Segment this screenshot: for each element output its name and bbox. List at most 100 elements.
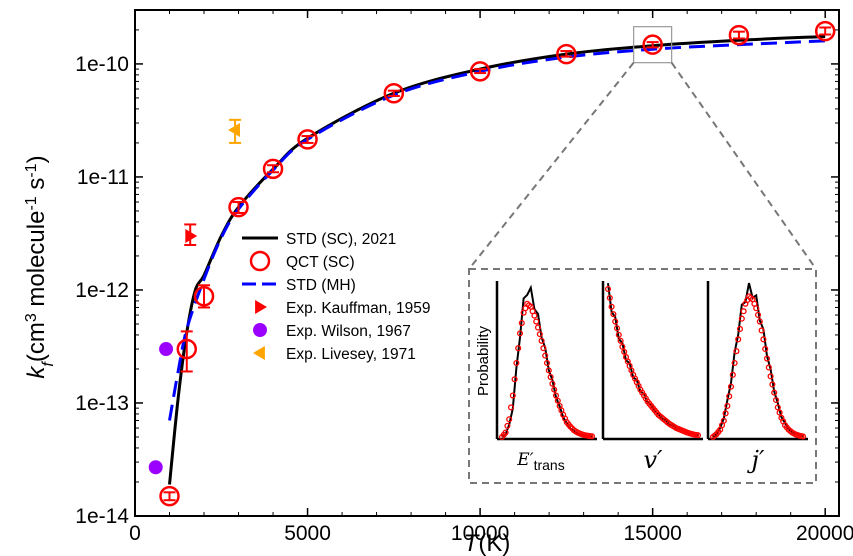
x-tick-label: 5000 bbox=[284, 522, 331, 545]
inset-red-marker bbox=[763, 355, 771, 362]
inset-red-marker bbox=[549, 380, 556, 387]
qct-marker bbox=[469, 61, 491, 82]
inset-red-marker bbox=[538, 337, 545, 344]
y-tick-label: 1e-13 bbox=[75, 392, 129, 415]
qct-marker bbox=[814, 20, 836, 42]
qct-marker bbox=[159, 485, 180, 507]
inset-red-marker bbox=[765, 364, 772, 371]
inset-red-marker bbox=[767, 373, 774, 380]
qct-marker bbox=[383, 83, 405, 104]
qct-marker bbox=[556, 43, 577, 65]
qct-marker bbox=[176, 338, 198, 360]
legend-label: STD (SC), 2021 bbox=[286, 231, 396, 248]
inset-red-marker bbox=[753, 305, 760, 312]
inset-red-marker bbox=[760, 336, 767, 343]
zoom-connector bbox=[468, 62, 635, 270]
inset-red-marker bbox=[617, 337, 624, 344]
inset-red-marker bbox=[735, 336, 742, 343]
inset-red-marker bbox=[772, 396, 780, 404]
x-tick-label: 20000 bbox=[796, 522, 853, 545]
inset-red-marker bbox=[545, 367, 552, 374]
qct-marker bbox=[193, 285, 215, 307]
inset-red-marker bbox=[756, 318, 763, 325]
x-tick-label: 15000 bbox=[623, 522, 681, 545]
inset-red-marker bbox=[511, 376, 518, 383]
legend-label: Exp. Livesey, 1971 bbox=[286, 346, 416, 363]
inset-red-marker bbox=[533, 318, 540, 325]
legend-label: QCT (SC) bbox=[286, 254, 355, 271]
inset-red-marker bbox=[551, 386, 558, 393]
inset-red-marker bbox=[621, 348, 628, 355]
x-tick-label: 10000 bbox=[451, 522, 509, 545]
inset-red-marker bbox=[606, 294, 613, 301]
inset-red-marker bbox=[758, 327, 765, 334]
zoom-connector bbox=[670, 62, 817, 270]
inset-red-marker bbox=[726, 393, 733, 400]
inset-red-marker bbox=[588, 433, 596, 440]
inset-red-marker bbox=[506, 416, 513, 423]
y-tick-label: 1e-14 bbox=[75, 505, 129, 528]
inset-label-etrans: E′trans bbox=[516, 450, 564, 473]
legend-label: STD (MH) bbox=[286, 277, 356, 294]
inset-red-marker bbox=[534, 324, 542, 331]
x-axis-label-text: T(K) bbox=[464, 530, 511, 556]
inset-red-marker bbox=[769, 381, 776, 388]
legend-swatch-wilson bbox=[253, 323, 267, 337]
inset-red-marker bbox=[515, 345, 522, 352]
inset-red-marker bbox=[554, 397, 561, 404]
inset-red-marker bbox=[754, 311, 762, 318]
zoom-box bbox=[633, 26, 673, 64]
inset-red-marker bbox=[738, 315, 745, 322]
legend-label: Exp. Wilson, 1967 bbox=[286, 323, 411, 340]
inset-red-marker bbox=[613, 325, 621, 332]
legend-swatch-exp bbox=[253, 346, 265, 360]
y-tick-label: 1e-10 bbox=[75, 53, 129, 76]
inset-red-marker bbox=[604, 285, 612, 293]
y-tick-label: 1e-12 bbox=[75, 279, 129, 302]
inset-red-marker bbox=[762, 345, 769, 352]
inset-red-marker bbox=[518, 319, 525, 327]
inset-red-marker bbox=[776, 409, 783, 416]
inset-red-marker bbox=[729, 371, 736, 378]
inset-red-marker bbox=[552, 392, 560, 399]
inset-red-marker bbox=[771, 389, 778, 396]
qct-marker bbox=[228, 196, 249, 218]
y-axis-label-text: kf(cm3 molecule-1 s-1) bbox=[23, 155, 57, 378]
inset-red-marker bbox=[608, 303, 615, 310]
exp-marker bbox=[185, 229, 198, 244]
inset-red-marker bbox=[502, 429, 509, 436]
inset-red-marker bbox=[724, 402, 731, 409]
y-tick-label: 1e-11 bbox=[77, 166, 129, 189]
qct-marker bbox=[297, 129, 318, 150]
legend-swatch-exp bbox=[255, 300, 267, 314]
x-tick-label: 0 bbox=[129, 522, 141, 545]
inset-red-marker bbox=[513, 359, 520, 367]
inset-red-marker bbox=[547, 374, 554, 381]
inset-red-marker bbox=[531, 312, 538, 319]
exp-marker bbox=[228, 123, 240, 138]
inset-red-marker bbox=[615, 331, 622, 338]
inset-label-v: v′ bbox=[643, 446, 663, 474]
inset-red-marker bbox=[733, 348, 740, 355]
inset-red-marker bbox=[610, 311, 617, 318]
exp-marker bbox=[148, 460, 163, 475]
inset-red-marker bbox=[536, 331, 543, 338]
inset-red-marker bbox=[540, 345, 547, 352]
inset-red-marker bbox=[736, 325, 744, 333]
inset-red-marker bbox=[507, 404, 515, 411]
inset-red-marker bbox=[799, 433, 807, 440]
legend: STD (SC), 2021 QCT (SC) STD (MH) Exp. Kauff… bbox=[242, 231, 430, 363]
inset-red-marker bbox=[516, 330, 524, 337]
inset-red-marker bbox=[727, 383, 735, 390]
exp-marker bbox=[159, 342, 174, 357]
qct-marker bbox=[262, 158, 284, 180]
inset-label-j: j′ bbox=[747, 446, 765, 474]
x-axis-label: T(K) bbox=[464, 530, 511, 556]
inset-ylabel: Probability bbox=[475, 325, 492, 396]
inset-red-marker bbox=[504, 422, 511, 429]
inset-red-marker bbox=[694, 432, 702, 439]
inset-red-marker bbox=[722, 410, 729, 417]
y-axis-label: kf(cm3 molecule-1 s-1) bbox=[23, 155, 57, 378]
legend-swatch-qct bbox=[249, 250, 271, 272]
